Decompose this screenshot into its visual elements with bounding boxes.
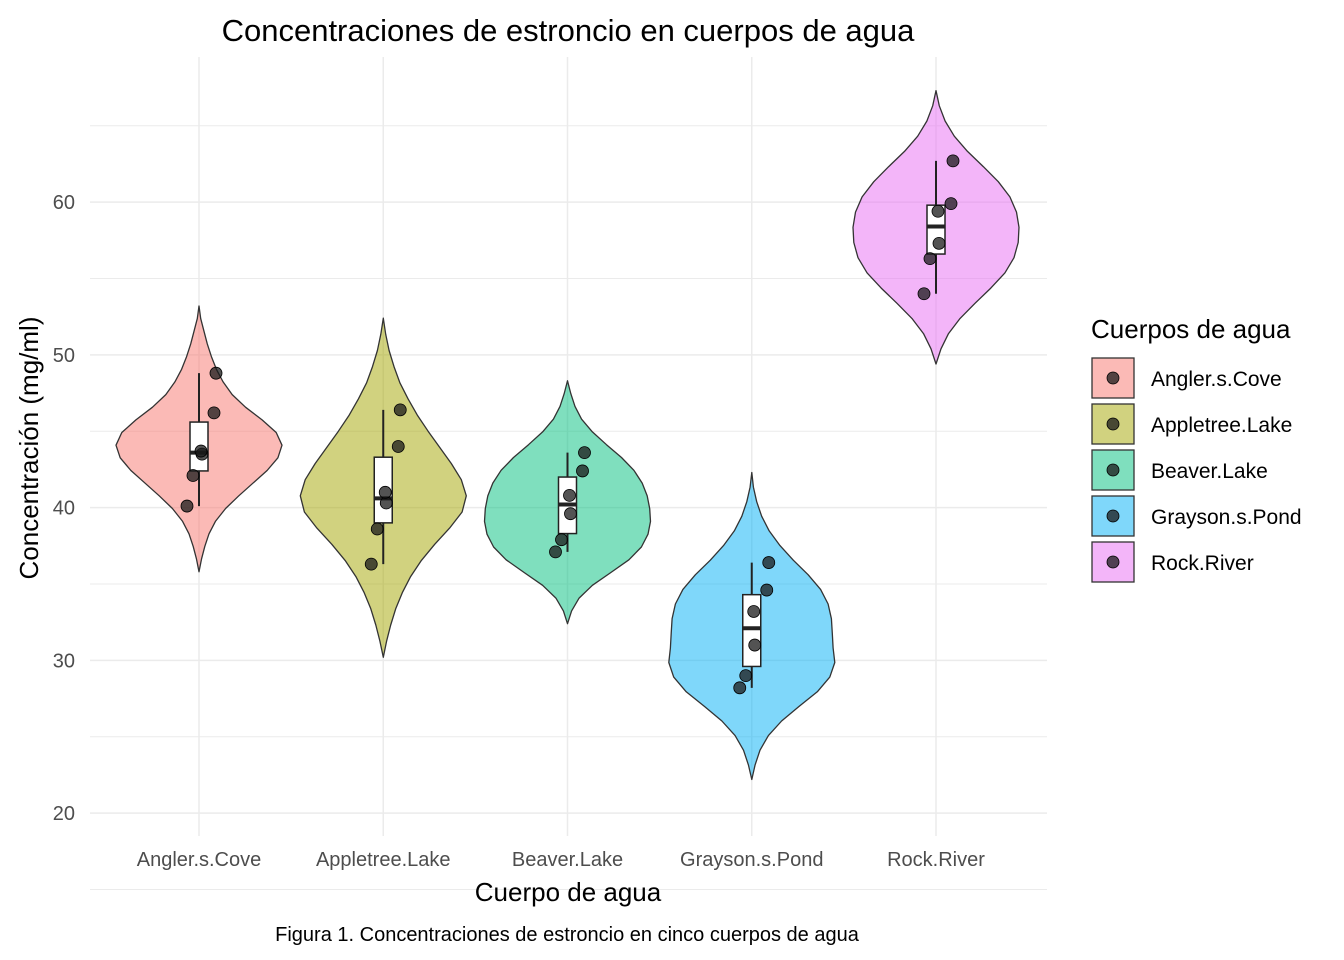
legend-label: Grayson.s.Pond [1151, 506, 1302, 529]
data-point [364, 557, 378, 571]
data-point [393, 403, 407, 417]
x-tick-label: Beaver.Lake [512, 849, 623, 871]
data-point [747, 605, 761, 618]
legend-label: Angler.s.Cove [1151, 368, 1282, 391]
data-point [931, 204, 945, 218]
data-point [578, 446, 591, 460]
y-tick-label: 30 [53, 650, 75, 672]
x-tick-label: Grayson.s.Pond [680, 849, 823, 871]
legend-key-point [1106, 463, 1120, 477]
data-point [923, 252, 937, 266]
x-tick-label: Angler.s.Cove [137, 849, 262, 871]
data-point [180, 499, 194, 513]
data-point [555, 533, 568, 547]
data-point [748, 638, 762, 652]
data-point [378, 485, 392, 499]
data-point [946, 154, 960, 168]
figure-caption: Figura 1. Concentraciones de estroncio e… [275, 924, 860, 946]
data-point [932, 236, 946, 250]
legend-label: Rock.River [1151, 552, 1254, 575]
legend: Cuerpos de agua Angler.s.Cove Appletree.L… [1091, 314, 1302, 583]
y-tick-label: 50 [53, 345, 75, 367]
data-point [186, 469, 200, 482]
legend-key-point [1106, 509, 1120, 523]
data-point [549, 545, 562, 559]
data-point [760, 583, 774, 597]
legend-key-point [1106, 555, 1120, 569]
data-point [391, 440, 405, 453]
data-point [370, 522, 384, 536]
y-axis-ticks: 20 30 40 50 60 [53, 192, 75, 825]
data-point [762, 556, 776, 569]
legend-key-point [1106, 371, 1120, 385]
legend-key-point [1106, 417, 1120, 431]
x-axis-title: Cuerpo de agua [475, 877, 662, 907]
legend-label: Beaver.Lake [1151, 460, 1268, 483]
x-axis-ticks: Angler.s.Cove Appletree.Lake Beaver.Lake Gr… [137, 849, 985, 871]
data-point [379, 496, 393, 510]
data-point [576, 464, 589, 478]
data-point [739, 669, 753, 683]
y-tick-label: 60 [53, 192, 75, 214]
data-point [194, 444, 208, 458]
data-point [207, 406, 221, 420]
legend-key-Appletree.Lake [1091, 403, 1135, 445]
data-point [563, 488, 576, 502]
data-point [564, 507, 577, 521]
y-tick-label: 40 [53, 498, 75, 520]
chart-title: Concentraciones de estroncio en cuerpos … [222, 13, 916, 48]
y-axis-title: Concentración (mg/ml) [14, 317, 44, 580]
data-point [209, 366, 223, 380]
y-tick-label: 20 [53, 803, 75, 825]
data-point [733, 681, 747, 695]
legend-label: Appletree.Lake [1151, 414, 1292, 437]
x-tick-label: Rock.River [887, 849, 985, 871]
x-tick-label: Appletree.Lake [316, 849, 451, 871]
data-point [944, 197, 958, 211]
data-point [917, 287, 931, 301]
data-points [180, 154, 960, 695]
legend-title: Cuerpos de agua [1091, 314, 1291, 344]
